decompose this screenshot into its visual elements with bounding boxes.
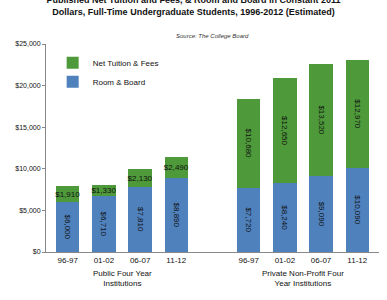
svg-text:96-97: 96-97 <box>238 256 259 265</box>
svg-text:$12,970: $12,970 <box>353 99 362 128</box>
svg-text:01-02: 01-02 <box>94 256 115 265</box>
svg-text:$10,000: $10,000 <box>15 165 40 172</box>
svg-text:11-12: 11-12 <box>166 256 186 265</box>
svg-text:$15,000: $15,000 <box>15 124 40 131</box>
svg-text:$5,000: $5,000 <box>19 207 41 214</box>
svg-text:01-02: 01-02 <box>275 256 296 265</box>
svg-text:$10,090: $10,090 <box>353 195 362 224</box>
svg-text:$2,490: $2,490 <box>164 163 189 172</box>
svg-text:$9,090: $9,090 <box>317 202 326 227</box>
svg-text:$7,720: $7,720 <box>244 207 253 232</box>
svg-text:$8,240: $8,240 <box>280 205 289 230</box>
svg-text:$1,330: $1,330 <box>91 186 116 195</box>
svg-text:11-12: 11-12 <box>347 256 367 265</box>
svg-text:Room & Board: Room & Board <box>93 78 145 87</box>
svg-text:$25,000: $25,000 <box>15 40 40 47</box>
svg-text:$8,890: $8,890 <box>172 203 181 228</box>
svg-text:Published Net Tuition and Fees: Published Net Tuition and Fees, & Room a… <box>47 0 341 17</box>
svg-text:$1,910: $1,910 <box>55 190 80 199</box>
svg-text:$13,520: $13,520 <box>317 105 326 134</box>
svg-text:06-07: 06-07 <box>311 256 332 265</box>
svg-text:06-07: 06-07 <box>130 256 151 265</box>
svg-text:$10,680: $10,680 <box>244 129 253 158</box>
svg-text:Net Tuition & Fees: Net Tuition & Fees <box>93 59 159 68</box>
svg-text:$20,000: $20,000 <box>15 82 40 89</box>
svg-text:$12,650: $12,650 <box>280 116 289 145</box>
svg-text:$0: $0 <box>33 248 41 255</box>
svg-text:Private Non-Profit FourYear In: Private Non-Profit FourYear Institutions <box>262 269 344 288</box>
svg-text:$7,810: $7,810 <box>136 207 145 232</box>
svg-text:$6,710: $6,710 <box>99 212 108 237</box>
svg-text:$2,130: $2,130 <box>128 174 153 183</box>
svg-text:Source: The College Board: Source: The College Board <box>176 33 249 39</box>
svg-text:96-97: 96-97 <box>57 256 78 265</box>
svg-text:$6,000: $6,000 <box>63 215 72 240</box>
svg-text:Public Four YearInstitutions: Public Four YearInstitutions <box>93 269 152 288</box>
